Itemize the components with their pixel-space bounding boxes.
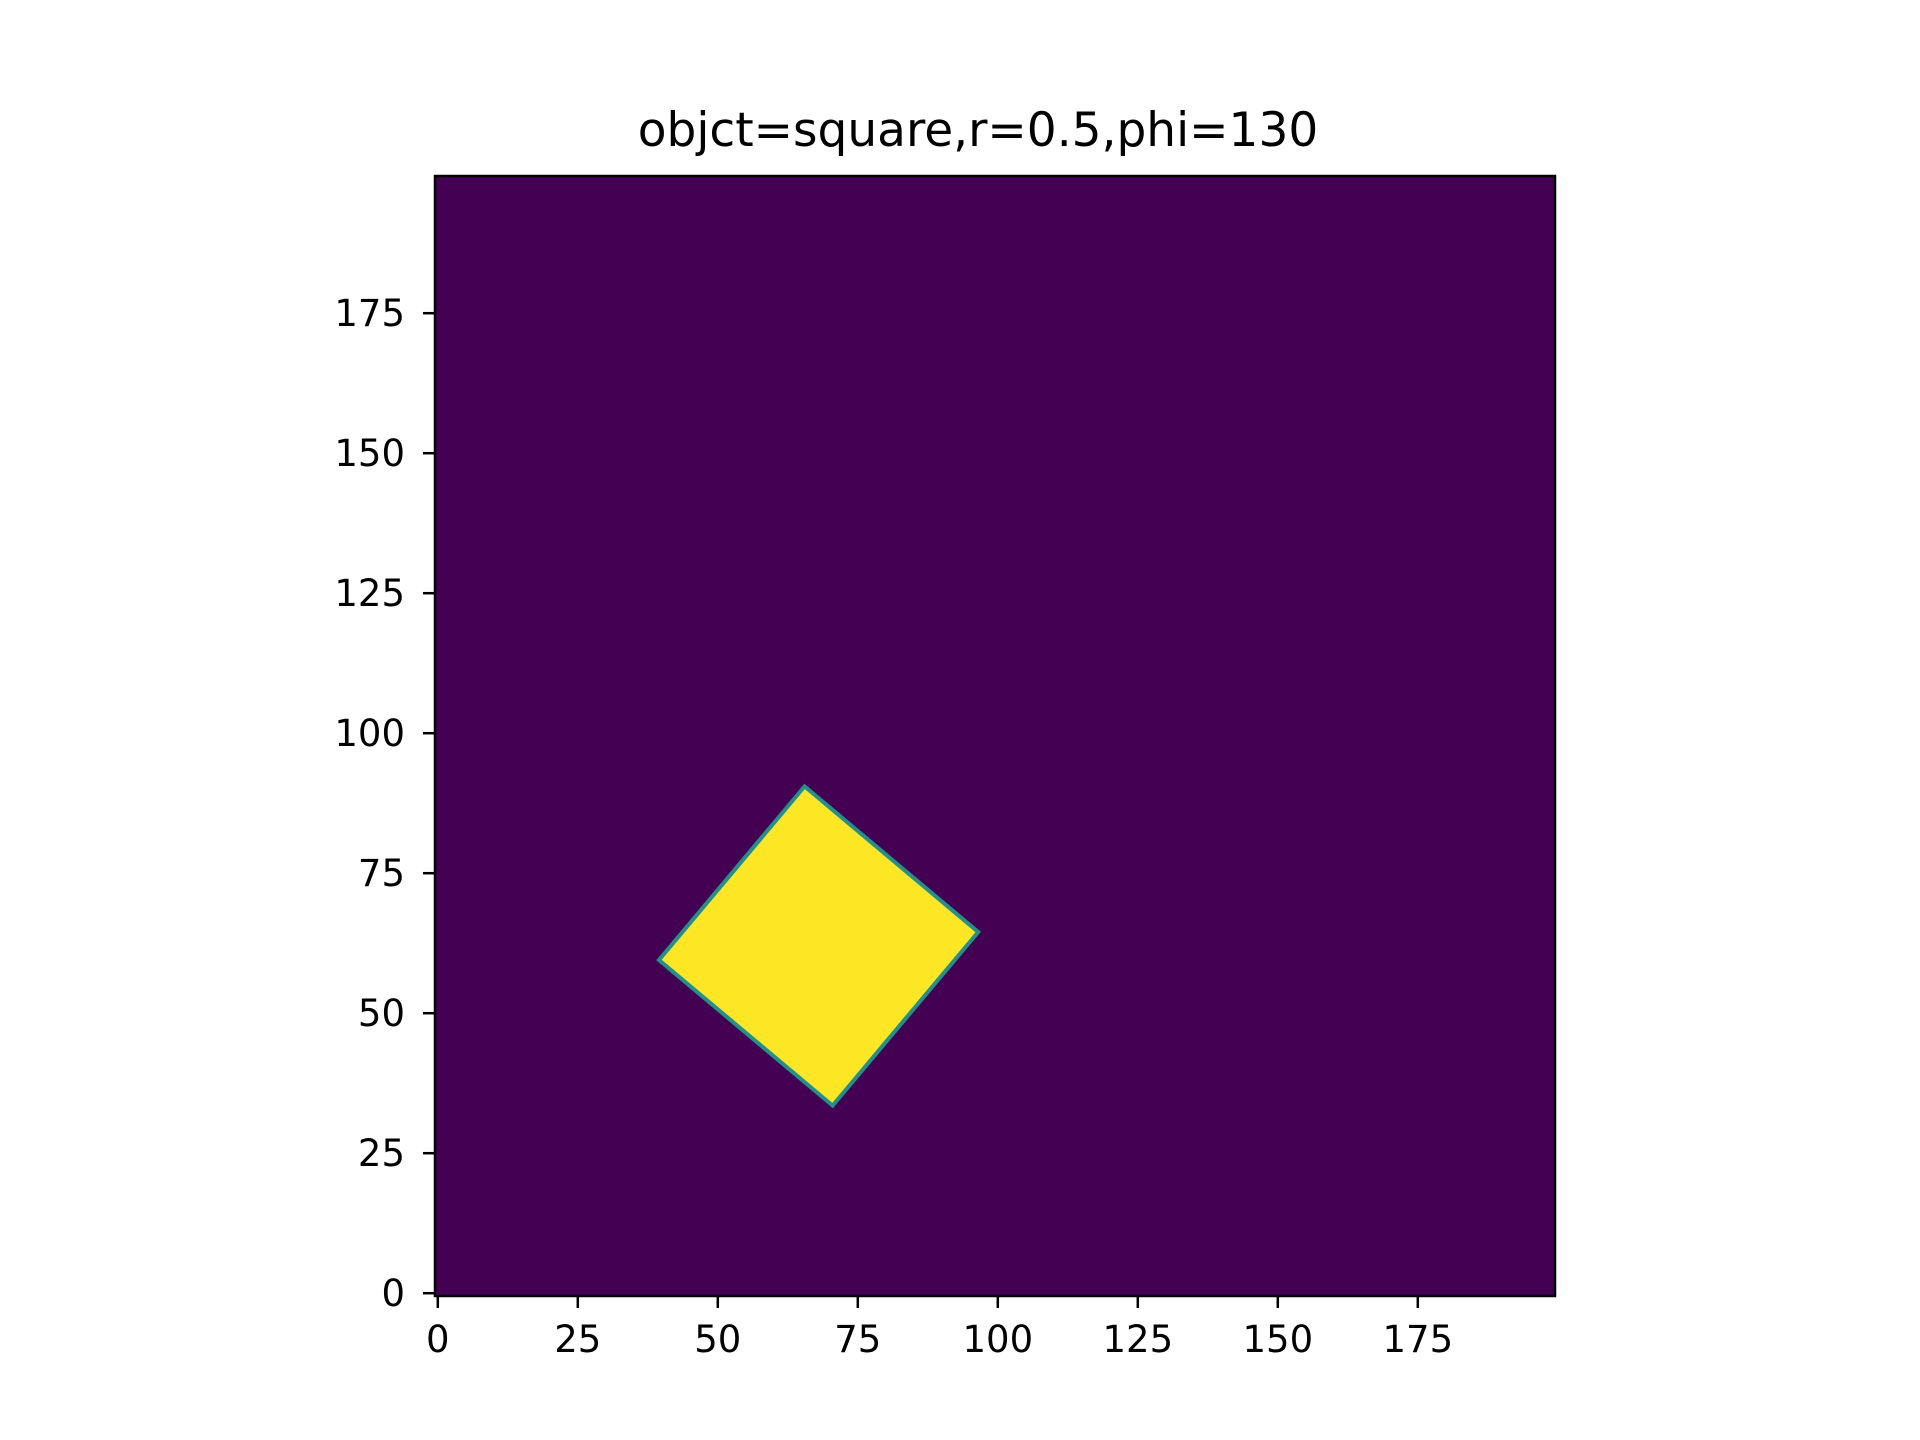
plot-area xyxy=(435,176,1555,1296)
x-tick-label: 125 xyxy=(1102,1318,1173,1361)
x-tick-label: 0 xyxy=(426,1318,450,1361)
x-axis: 0 25 50 75 100 125 150 175 xyxy=(426,1296,1453,1361)
chart-title: objct=square,r=0.5,phi=130 xyxy=(638,103,1319,158)
y-tick-label: 175 xyxy=(334,292,405,335)
y-tick-label: 75 xyxy=(358,852,405,895)
y-tick-label: 100 xyxy=(334,712,405,755)
y-tick-label: 25 xyxy=(358,1132,405,1175)
square-shape xyxy=(656,783,982,1109)
axes-frame xyxy=(433,174,1557,1298)
y-tick-label: 150 xyxy=(334,432,405,475)
y-tick-label: 125 xyxy=(334,572,405,615)
x-tick-label: 25 xyxy=(554,1318,601,1361)
x-tick-label: 50 xyxy=(694,1318,741,1361)
x-tick-label: 175 xyxy=(1382,1318,1453,1361)
x-tick-label: 100 xyxy=(962,1318,1033,1361)
x-tick-label: 75 xyxy=(834,1318,881,1361)
x-tick-label: 150 xyxy=(1242,1318,1313,1361)
image-background xyxy=(435,176,1555,1296)
y-tick-label: 50 xyxy=(358,992,405,1035)
y-tick-label: 0 xyxy=(381,1272,405,1315)
y-axis: 0 25 50 75 100 125 150 175 xyxy=(334,292,435,1315)
